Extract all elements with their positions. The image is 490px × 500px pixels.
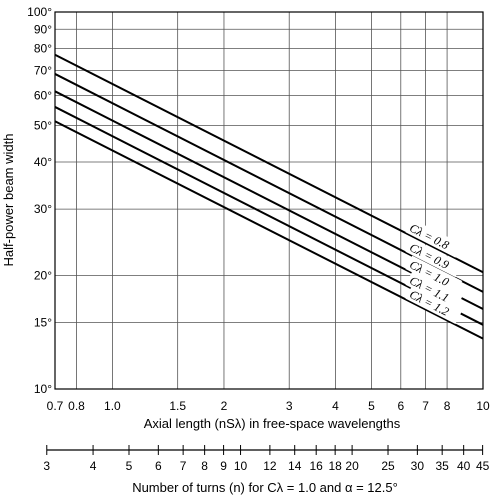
y-tick-label: 10° <box>34 382 52 396</box>
y-tick-label: 50° <box>34 118 52 132</box>
secondary-tick-label: 7 <box>180 459 187 473</box>
secondary-tick-label: 40 <box>457 459 471 473</box>
secondary-axis-label: Number of turns (n) for Cλ = 1.0 and α =… <box>132 480 398 495</box>
x-tick-label: 3 <box>286 399 293 413</box>
series-label-bg <box>405 238 463 278</box>
y-tick-label: 60° <box>34 89 52 103</box>
y-tick-label: 15° <box>34 316 52 330</box>
series-label-bg <box>405 255 463 295</box>
series-line <box>54 120 484 340</box>
secondary-tick-label: 14 <box>288 459 302 473</box>
secondary-tick-label: 9 <box>220 459 227 473</box>
x-tick-label: 8 <box>444 399 451 413</box>
y-tick-label: 90° <box>34 22 52 36</box>
secondary-tick-label: 35 <box>435 459 449 473</box>
series-line <box>54 53 484 274</box>
x-tick-label: 0.7 <box>47 399 64 413</box>
secondary-tick-label: 45 <box>476 459 490 473</box>
series-label-bg <box>405 271 463 311</box>
x-tick-label: 7 <box>422 399 429 413</box>
x-tick-label: 1.0 <box>104 399 121 413</box>
y-tick-label: 70° <box>34 63 52 77</box>
x-tick-labels: 0.7 0.8 1.0 1.5 2 3 4 5 6 7 8 10 <box>47 399 490 413</box>
y-tick-label: 40° <box>34 155 52 169</box>
x-tick-label: 0.8 <box>68 399 85 413</box>
secondary-tick-label: 20 <box>345 459 359 473</box>
y-tick-label: 80° <box>34 42 52 56</box>
plot-frame <box>54 11 484 390</box>
x-tick-label: 1.5 <box>169 399 186 413</box>
secondary-tick-label: 18 <box>328 459 342 473</box>
secondary-tick-label: 12 <box>263 459 277 473</box>
series-line <box>54 73 484 293</box>
secondary-tick-label: 3 <box>43 459 50 473</box>
series-label-bg <box>405 285 463 325</box>
secondary-tick-label: 8 <box>201 459 208 473</box>
secondary-tick-label: 6 <box>155 459 162 473</box>
secondary-axis: 3 4 5 6 7 8 9 10 12 14 16 18 20 25 30 35 40 45 <box>43 445 490 473</box>
x-tick-label: 4 <box>332 399 339 413</box>
secondary-tick-label: 5 <box>126 459 133 473</box>
y-tick-label: 100° <box>27 5 52 19</box>
secondary-tick-label: 25 <box>381 459 395 473</box>
secondary-tick-label: 16 <box>310 459 324 473</box>
plot-border <box>54 11 484 390</box>
x-tick-label: 5 <box>368 399 375 413</box>
secondary-tick-label: 4 <box>90 459 97 473</box>
series-label-bg <box>405 218 463 258</box>
y-tick-label: 30° <box>34 202 52 216</box>
x-tick-label: 2 <box>221 399 228 413</box>
x-tick-label: 10 <box>476 399 490 413</box>
y-axis-label: Half-power beam width <box>1 134 16 267</box>
y-tick-labels: 100° 90° 80° 70° 60° 50° 40° 30° 20° 15° 10° <box>27 5 52 396</box>
secondary-tick-label: 30 <box>411 459 425 473</box>
x-axis-label: Axial length (nSλ) in free-space wavelen… <box>144 416 401 431</box>
y-tick-label: 20° <box>34 269 52 283</box>
series-labels: Cλ = 0.8Cλ = 0.9Cλ = 1.0Cλ = 1.1Cλ = 1.2 <box>405 218 463 325</box>
secondary-tick-label: 10 <box>234 459 248 473</box>
x-tick-label: 6 <box>397 399 404 413</box>
